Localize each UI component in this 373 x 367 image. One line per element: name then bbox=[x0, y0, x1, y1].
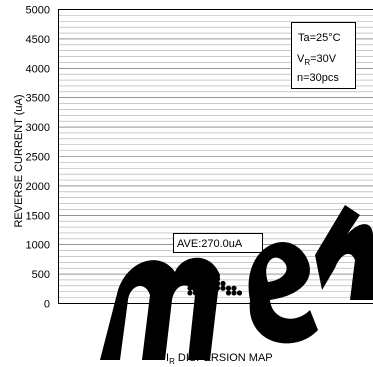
y-axis-label: REVERSE CURRENT (uA) bbox=[13, 94, 25, 227]
data-point bbox=[231, 290, 237, 296]
watermark-logo bbox=[100, 205, 373, 360]
data-point bbox=[225, 290, 232, 296]
average-box bbox=[173, 233, 263, 253]
y-tick-label: 0 bbox=[44, 299, 50, 311]
y-tick-label: 4500 bbox=[26, 34, 50, 46]
condition-temperature: Ta=25°C bbox=[298, 32, 341, 44]
y-tick-label: 500 bbox=[32, 269, 50, 281]
plot-frame bbox=[58, 9, 373, 304]
x-axis-label: IR DISPERSION MAP bbox=[166, 352, 273, 366]
y-tick-label: 4000 bbox=[26, 63, 50, 75]
data-point bbox=[220, 280, 226, 287]
data-point bbox=[187, 290, 193, 296]
y-tick-label: 2000 bbox=[26, 181, 50, 193]
y-tick-label: 3500 bbox=[26, 93, 50, 105]
data-point bbox=[220, 285, 226, 291]
y-tick-label: 1000 bbox=[26, 240, 50, 252]
average-label: AVE:270.0uA bbox=[177, 238, 243, 250]
condition-voltage: VR=30V bbox=[297, 53, 337, 67]
data-point bbox=[231, 285, 237, 291]
y-tick-label: 3000 bbox=[26, 122, 50, 134]
data-point bbox=[236, 290, 243, 296]
condition-sample-count: n=30pcs bbox=[297, 72, 339, 84]
y-tick-label: 2500 bbox=[26, 152, 50, 164]
conditions-box bbox=[291, 22, 356, 89]
y-tick-label: 1500 bbox=[26, 210, 50, 222]
y-tick-labels: 0 500 1000 1500 2000 2500 3000 3500 4000 4500 5000 bbox=[26, 5, 50, 311]
data-point bbox=[225, 285, 232, 291]
y-tick-label: 5000 bbox=[26, 5, 50, 17]
